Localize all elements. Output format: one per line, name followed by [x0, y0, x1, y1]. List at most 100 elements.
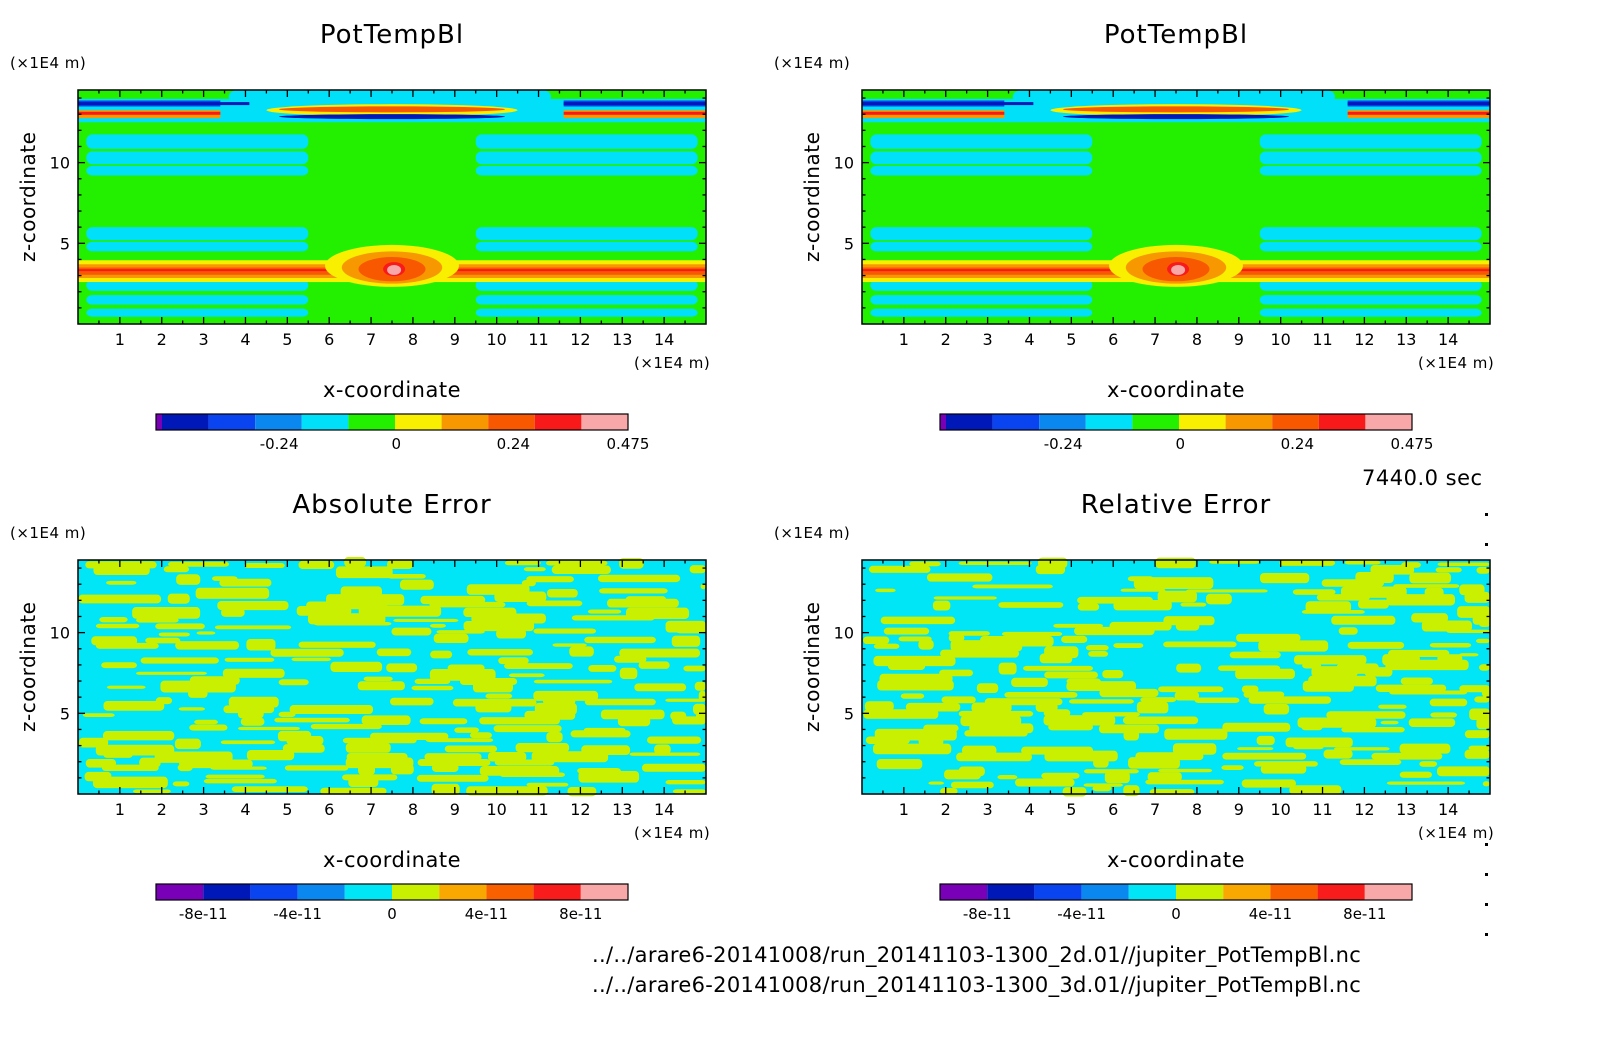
error-blob: [386, 663, 418, 673]
colorbar-swatch: [533, 884, 581, 900]
error-blob: [214, 625, 292, 630]
margin-dot: [1485, 873, 1488, 876]
error-blob: [414, 678, 451, 685]
colorbar-tick-label: 8e-11: [1343, 905, 1386, 923]
upper-warm-core: [1062, 106, 1290, 113]
margin-dot: [1485, 543, 1488, 546]
x-tick-label: 8: [1192, 330, 1202, 349]
y-tick-label: 10: [50, 154, 70, 173]
error-blob: [160, 680, 236, 693]
error-blob: [222, 668, 285, 678]
x-tick-label: 11: [1312, 330, 1332, 349]
error-blob: [1375, 684, 1447, 692]
error-blob: [195, 587, 270, 599]
error-blob: [526, 600, 583, 607]
wave-band: [86, 279, 309, 291]
error-blob: [424, 753, 482, 761]
colorbar-swatch: [348, 414, 395, 430]
error-blob: [493, 725, 562, 733]
colorbar-swatch: [1318, 414, 1366, 430]
error-blob: [310, 723, 382, 730]
x-tick-label: 4: [240, 330, 250, 349]
error-blob: [145, 637, 181, 644]
error-blob: [387, 573, 426, 579]
wave-band: [86, 241, 309, 252]
error-blob: [940, 649, 1020, 658]
error-blob: [99, 617, 128, 623]
x-tick-label: 9: [1234, 330, 1244, 349]
error-blob: [634, 683, 687, 692]
error-blob: [1147, 772, 1182, 782]
colorbar-swatch: [441, 414, 489, 430]
error-blob: [672, 716, 706, 725]
x-tick-label: 9: [1234, 800, 1244, 819]
colorbar-swatch: [344, 884, 392, 900]
chart-title: Absolute Error: [292, 490, 492, 520]
error-blob: [221, 608, 245, 617]
upper-cold-layer: [1062, 114, 1290, 120]
error-blob: [479, 717, 561, 725]
error-blob: [665, 780, 706, 785]
x-tick-label: 10: [486, 800, 506, 819]
colorbar-frame: [939, 413, 1413, 431]
error-blob: [1180, 602, 1207, 607]
error-blob: [1446, 629, 1490, 633]
colorbar-swatch: [255, 414, 302, 430]
error-blob: [1043, 715, 1116, 726]
colorbar-swatch: [1132, 414, 1179, 430]
x-tick-label: 3: [199, 330, 209, 349]
error-blob: [1163, 641, 1237, 648]
error-blob: [1341, 726, 1405, 733]
error-blob: [1206, 593, 1232, 605]
colorbar-swatch: [488, 414, 535, 430]
error-blob: [219, 578, 272, 587]
error-blob: [641, 763, 706, 772]
wave-band: [870, 227, 1093, 241]
x-tick-label: 10: [486, 330, 506, 349]
error-blob: [1093, 756, 1109, 768]
error-blob: [619, 558, 644, 569]
colorbar-tick-label: 0.24: [1281, 435, 1314, 453]
y-tick-label: 5: [60, 234, 70, 253]
x-tick-label: 14: [1438, 330, 1458, 349]
upper-cap: [228, 90, 552, 103]
x-tick-label: 3: [983, 330, 993, 349]
error-blob: [1237, 747, 1274, 751]
error-blob: [1241, 779, 1296, 788]
error-blob: [444, 745, 498, 753]
colorbar-swatch: [156, 884, 204, 900]
error-blob: [587, 609, 622, 614]
error-blob: [523, 567, 546, 572]
error-blob: [1236, 633, 1301, 642]
colorbar-tick-label: -8e-11: [179, 905, 228, 923]
error-blob: [1048, 723, 1093, 731]
error-blob: [1347, 641, 1405, 649]
error-blob: [694, 681, 706, 691]
x-tick-label: 12: [570, 800, 590, 819]
error-blob: [619, 648, 701, 658]
wave-band: [475, 241, 698, 252]
colorbar-tick-label: 4e-11: [1249, 905, 1292, 923]
error-blob: [416, 774, 489, 782]
contour-field: [78, 90, 706, 324]
error-blob: [976, 683, 999, 694]
error-blob: [700, 583, 706, 590]
error-blob: [101, 764, 159, 772]
wave-band: [1259, 134, 1482, 149]
error-blob: [1289, 785, 1342, 795]
x-unit-label: (×1E4 m): [1418, 354, 1495, 372]
error-blob: [103, 701, 165, 711]
error-blob: [597, 574, 681, 583]
error-blob: [629, 752, 701, 756]
x-tick-label: 7: [1150, 800, 1160, 819]
error-blob: [270, 648, 344, 657]
error-blob: [155, 623, 205, 630]
x-unit-label: (×1E4 m): [1418, 824, 1495, 842]
x-tick-label: 3: [199, 800, 209, 819]
error-blob: [1321, 579, 1385, 587]
error-blob: [429, 601, 506, 608]
error-blob: [1209, 560, 1260, 564]
error-blob: [282, 744, 325, 753]
